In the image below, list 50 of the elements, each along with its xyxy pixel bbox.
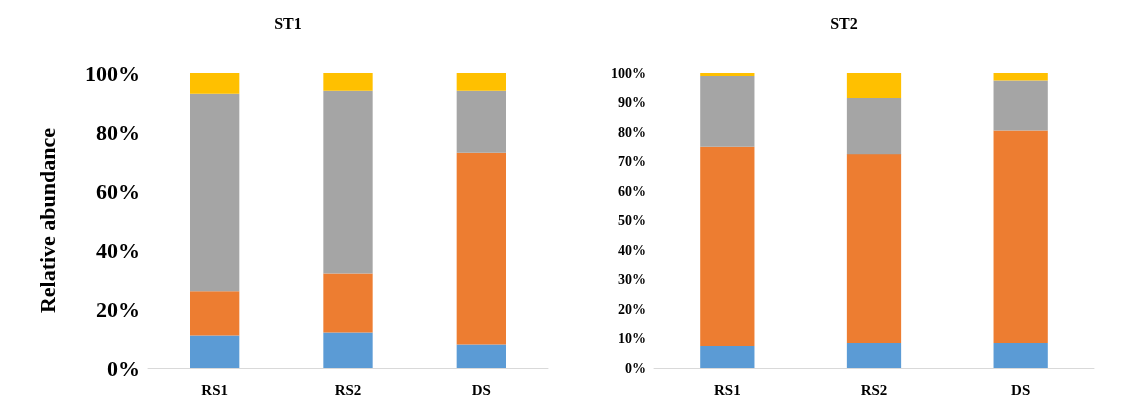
chart-title: ST1 xyxy=(274,14,302,32)
y-tick-label: 90% xyxy=(618,95,646,110)
bar xyxy=(700,75,755,147)
x-tick-label: RS1 xyxy=(201,381,229,398)
bar xyxy=(323,273,373,333)
y-tick-label: 60% xyxy=(96,178,140,204)
bar xyxy=(323,90,373,274)
bar xyxy=(190,291,240,336)
y-tick-label: 0% xyxy=(107,355,140,381)
y-axis-title: Relative abundance xyxy=(34,127,60,314)
bar xyxy=(456,90,506,153)
y-tick-label: 100% xyxy=(611,65,646,81)
bar xyxy=(700,146,755,346)
bar xyxy=(456,344,506,368)
bar xyxy=(846,73,902,99)
y-tick-label: 30% xyxy=(618,272,646,287)
bar xyxy=(456,152,506,345)
bar xyxy=(993,80,1048,131)
bar xyxy=(456,73,506,91)
x-tick-label: RS2 xyxy=(334,381,362,398)
y-tick-label: 40% xyxy=(618,242,646,258)
y-tick-label: 40% xyxy=(96,237,140,263)
bar xyxy=(846,98,902,155)
y-tick-label: 60% xyxy=(618,183,646,199)
bar xyxy=(993,130,1048,343)
y-tick-label: 50% xyxy=(618,213,646,228)
y-tick-label: 10% xyxy=(618,331,646,346)
bar xyxy=(323,332,373,368)
bar xyxy=(190,93,240,292)
y-tick-label: 100% xyxy=(85,60,140,86)
bar xyxy=(190,73,240,94)
bar xyxy=(190,335,240,368)
x-tick-label: RS1 xyxy=(713,381,741,398)
y-tick-label: 20% xyxy=(618,301,646,317)
bar xyxy=(700,73,755,76)
x-tick-label: DS xyxy=(471,381,491,398)
y-tick-label: 80% xyxy=(618,124,646,140)
bar xyxy=(846,342,902,368)
y-tick-label: 70% xyxy=(618,154,646,169)
bar xyxy=(323,73,373,91)
x-tick-label: RS2 xyxy=(860,381,888,398)
bar xyxy=(700,345,755,368)
x-tick-label: DS xyxy=(1011,381,1031,398)
y-tick-label: 20% xyxy=(96,296,140,322)
chart-title: ST2 xyxy=(830,14,858,32)
bar xyxy=(993,73,1048,81)
y-tick-label: 0% xyxy=(625,360,646,376)
bar xyxy=(846,154,902,343)
y-tick-label: 80% xyxy=(96,119,140,145)
bar xyxy=(993,342,1048,368)
